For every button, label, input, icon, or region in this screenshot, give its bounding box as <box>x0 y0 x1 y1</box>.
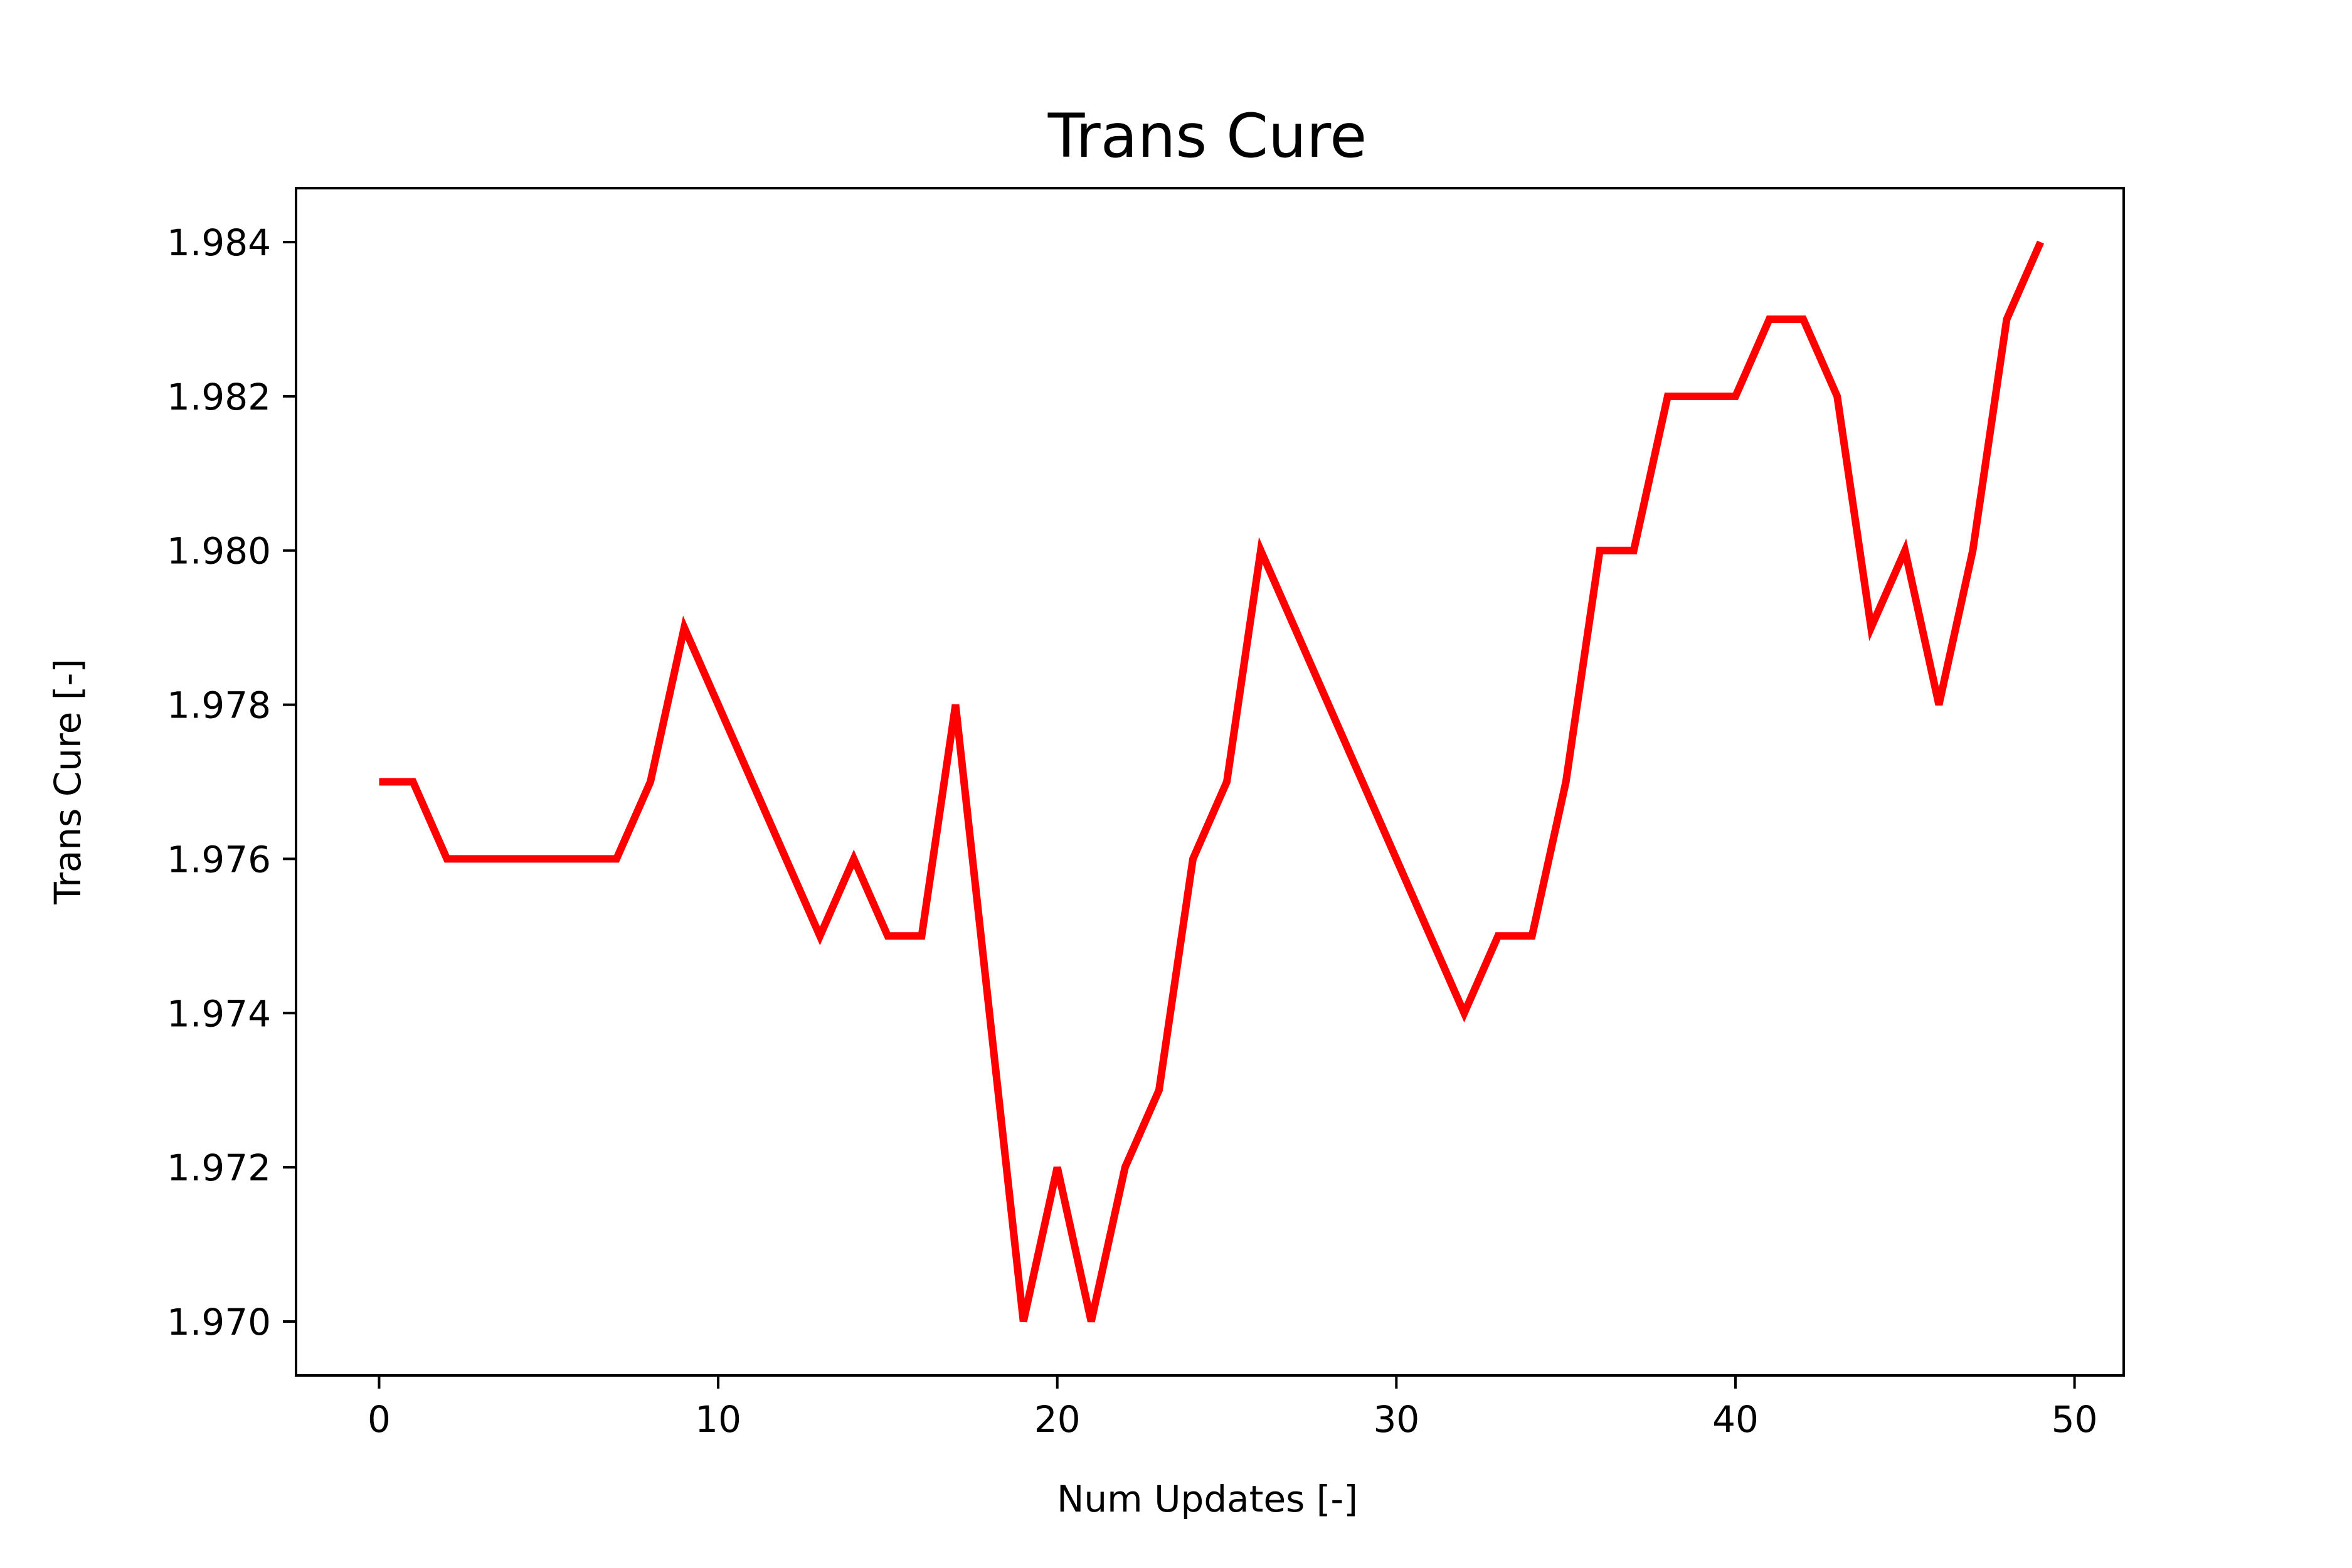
y-tick-label: 1.976 <box>167 838 271 881</box>
x-tick-label: 50 <box>2052 1398 2098 1441</box>
series-line-0 <box>379 240 2044 1323</box>
x-tick-label: 10 <box>695 1398 741 1441</box>
chart-title: Trans Cure <box>1047 101 1367 171</box>
y-tick-label: 1.982 <box>167 376 271 418</box>
y-axis-ticks: 1.970 1.972 1.974 1.976 1.978 1.980 1.982 1.984 <box>167 221 296 1343</box>
x-tick-label: 20 <box>1034 1398 1081 1441</box>
y-tick-label: 1.972 <box>167 1147 271 1189</box>
y-tick-label: 1.978 <box>167 684 271 727</box>
plot-area-frame <box>295 187 2125 1377</box>
x-tick-label: 40 <box>1712 1398 1759 1441</box>
y-tick-label: 1.980 <box>167 530 271 573</box>
series-layer <box>379 240 2044 1323</box>
x-axis-ticks: 0 10 20 30 40 50 <box>368 1375 2098 1441</box>
x-tick-label: 0 <box>368 1398 391 1441</box>
y-axis-title: Trans Cure [-] <box>46 659 89 905</box>
x-tick-label: 30 <box>1373 1398 1419 1441</box>
y-tick-label: 1.974 <box>167 992 271 1035</box>
x-axis-title: Num Updates [-] <box>1057 1478 1358 1520</box>
y-tick-label: 1.984 <box>167 221 271 264</box>
y-tick-label: 1.970 <box>167 1301 271 1343</box>
